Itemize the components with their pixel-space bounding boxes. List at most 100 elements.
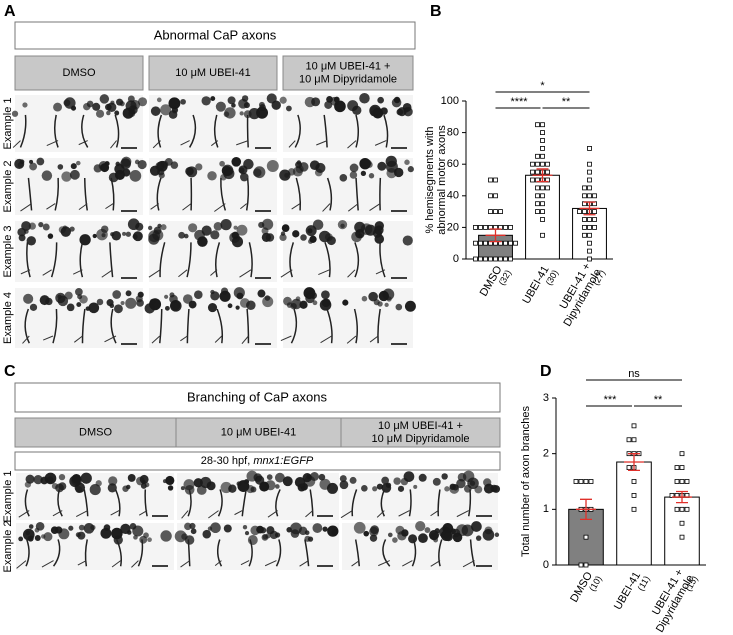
- cell-body: [368, 291, 378, 302]
- cell-body: [312, 219, 324, 231]
- axon-branch: [280, 335, 292, 342]
- axon: [83, 177, 88, 211]
- cell-body: [120, 300, 125, 306]
- data-point: [530, 169, 535, 175]
- axon: [81, 308, 86, 344]
- data-point: [498, 209, 503, 215]
- cell-body: [125, 290, 132, 297]
- cell-body: [400, 477, 409, 486]
- cell-body: [239, 172, 249, 182]
- data-point: [583, 562, 589, 568]
- cell-body: [444, 486, 450, 492]
- cell-body: [250, 486, 257, 493]
- cell-body: [160, 530, 172, 542]
- significance-label: ***: [604, 394, 618, 406]
- axon-branch: [398, 510, 410, 517]
- cell-body: [483, 483, 494, 494]
- condition-label: 10 μM UBEI-41 +10 μM Dipyridamole: [371, 420, 469, 445]
- cell-body: [147, 225, 153, 231]
- cell-body: [393, 96, 401, 104]
- y-tick-label: 100: [441, 95, 459, 107]
- cell-body: [220, 481, 232, 494]
- error-bar: [672, 490, 692, 504]
- micrograph-bg: [149, 158, 277, 215]
- data-point: [493, 209, 498, 215]
- cell-body: [160, 104, 172, 116]
- axon: [159, 242, 166, 278]
- cell-body: [253, 166, 266, 179]
- data-point: [577, 209, 582, 215]
- cell-body: [40, 476, 49, 485]
- data-point: [493, 177, 498, 183]
- cell-body: [75, 287, 83, 296]
- axon-branch: [241, 335, 249, 345]
- cell-body: [462, 470, 475, 483]
- cell-body: [225, 166, 234, 175]
- cell-body: [202, 529, 212, 539]
- cell-body: [143, 532, 149, 539]
- cell-body: [261, 232, 272, 243]
- data-point: [493, 256, 498, 262]
- cell-body: [282, 476, 293, 487]
- significance-label: *: [540, 80, 545, 92]
- data-point: [582, 209, 587, 215]
- axon-branch: [346, 335, 357, 344]
- cell-body: [207, 526, 213, 531]
- cell-body: [231, 156, 242, 167]
- cell-body: [137, 291, 144, 298]
- cell-body: [290, 522, 302, 535]
- data-point: [626, 437, 632, 443]
- cell-body: [137, 159, 147, 170]
- cell-body: [125, 297, 137, 309]
- cell-body: [351, 231, 362, 243]
- cell-body: [231, 236, 244, 248]
- cell-body: [223, 111, 230, 117]
- axon: [304, 539, 310, 567]
- cell-body: [152, 229, 164, 241]
- cell-body: [122, 231, 127, 236]
- cell-body: [360, 170, 367, 176]
- cell-body: [168, 97, 181, 110]
- x-tick-label: UBEI-41: [612, 570, 643, 612]
- axon: [241, 489, 247, 517]
- cell-body: [70, 163, 77, 170]
- cell-body: [377, 301, 383, 307]
- axon: [294, 114, 301, 148]
- cell-body: [385, 482, 392, 488]
- y-axis-label: Total number of axon branches: [520, 405, 532, 557]
- bar: [616, 461, 652, 566]
- axon: [137, 539, 144, 567]
- data-point: [540, 130, 545, 136]
- panel-label: D: [540, 363, 552, 380]
- cell-body: [149, 298, 156, 305]
- cell-body: [160, 224, 167, 231]
- cell-body: [184, 535, 195, 545]
- cell-body: [374, 234, 385, 244]
- cell-body: [259, 104, 266, 111]
- micrograph: [342, 520, 500, 570]
- cell-body: [45, 297, 53, 306]
- cell-body: [164, 305, 170, 311]
- cell-body: [363, 530, 370, 537]
- cell-body: [55, 483, 64, 493]
- cell-body: [96, 298, 104, 306]
- cell-body: [432, 477, 441, 486]
- axon: [213, 114, 219, 148]
- cell-body: [324, 100, 333, 109]
- data-point: [478, 240, 483, 246]
- cell-body: [312, 300, 318, 306]
- cell-body: [129, 170, 142, 182]
- cell-body: [482, 529, 495, 541]
- axon-branch: [240, 203, 248, 210]
- data-point: [535, 161, 540, 167]
- cell-body: [95, 109, 105, 118]
- cell-body: [180, 98, 186, 105]
- cell-body: [63, 99, 71, 107]
- cell-body: [178, 231, 186, 239]
- cell-body: [321, 298, 331, 308]
- axon: [26, 242, 31, 278]
- condition-label: DMSO: [79, 426, 112, 438]
- cell-body: [46, 476, 54, 484]
- axon: [83, 489, 89, 517]
